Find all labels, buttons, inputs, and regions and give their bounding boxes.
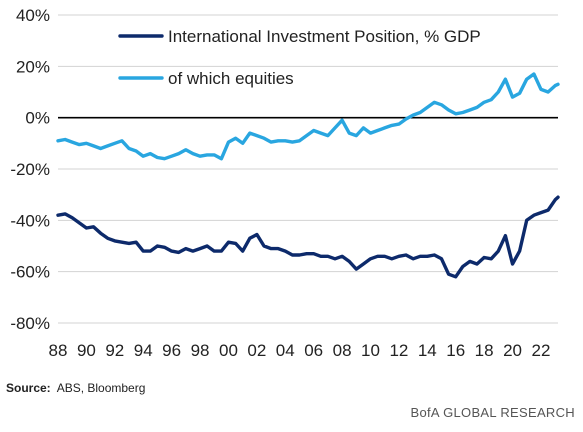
legend-label-iip: International Investment Position, % GDP [168,27,481,46]
iip-series-line [56,195,560,279]
x-tick-label: 14 [418,341,437,360]
x-tick-label: 06 [304,341,323,360]
footer-credit: BofA GLOBAL RESEARCH [410,405,575,420]
source-text: ABS, Bloomberg [56,381,146,395]
series-lines [56,72,560,279]
x-tick-label: 04 [276,341,295,360]
y-tick-label: 0% [25,109,50,128]
legend: International Investment Position, % GDP… [118,27,481,88]
legend-label-equities: of which equities [168,69,294,88]
x-tick-label: 16 [446,341,465,360]
x-tick-label: 02 [247,341,266,360]
x-tick-label: 18 [475,341,494,360]
x-tick-label: 12 [389,341,408,360]
y-tick-label: 20% [16,57,50,76]
x-tick-label: 92 [105,341,124,360]
line-chart: 40% 20% 0% -20% -40% -60% -80% 88 90 92 94 96 98 00 0… [10,6,560,360]
y-tick-label: -20% [10,160,50,179]
source-note: Source: ABS, Bloomberg [6,381,145,395]
y-tick-label: -60% [10,263,50,282]
x-tick-label: 22 [531,341,550,360]
x-tick-label: 08 [333,341,352,360]
x-tick-label: 98 [191,341,210,360]
x-tick-label: 20 [503,341,522,360]
y-tick-label: -80% [10,314,50,333]
x-tick-label: 90 [77,341,96,360]
x-tick-label: 94 [134,341,153,360]
x-tick-label: 96 [162,341,181,360]
gridlines [58,14,558,324]
source-label: Source: [6,381,51,395]
y-tick-label: -40% [10,211,50,230]
x-axis-tick-labels: 88 90 92 94 96 98 00 02 04 06 08 10 12 14 16 18 20 22 [49,341,551,360]
equities-series-line [56,72,560,161]
x-tick-label: 10 [361,341,380,360]
y-axis-tick-labels: 40% 20% 0% -20% -40% -60% -80% [10,6,50,333]
y-tick-label: 40% [16,6,50,25]
x-tick-label: 88 [49,341,68,360]
x-tick-label: 00 [219,341,238,360]
